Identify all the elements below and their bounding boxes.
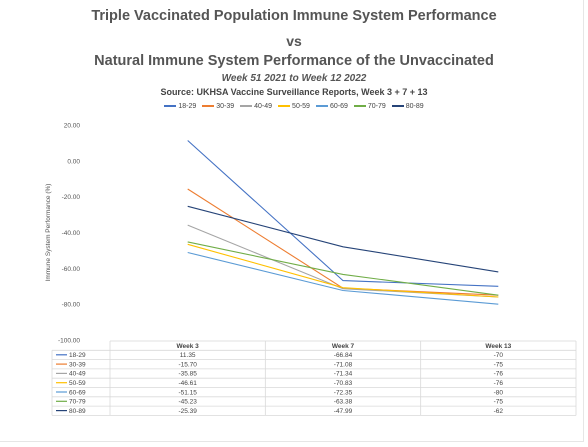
series-line-50-59 [187,243,499,298]
table-value: -46.61 [178,380,197,387]
y-tick-label: -100.00 [58,338,80,345]
x-category-label: Week 3 [177,343,200,350]
table-value: 11.35 [180,352,196,359]
legend-item-80-89: 80-89 [391,103,424,110]
table-value: -45.23 [178,399,197,406]
legend-item-40-49: 40-49 [240,103,272,110]
series-line-60-69 [187,251,499,305]
table-value: -75 [494,361,504,368]
chart-subtitle: Week 51 2021 to Week 12 2022 [221,73,367,84]
table-value: -71.08 [334,361,353,368]
table-series-label: 40-49 [69,371,86,378]
series-line-18-29 [187,140,499,287]
table-value: -62 [494,408,504,415]
chart-title-line3: Natural Immune System Performance of the… [94,53,494,69]
table-value: -25.39 [178,408,197,415]
chart-source: Source: UKHSA Vaccine Surveillance Repor… [160,87,428,97]
table-value: -51.15 [178,389,197,396]
x-category-label: Week 7 [332,343,355,350]
legend-label: 18-29 [178,103,197,110]
y-axis-title: Immune System Performance (%) [45,184,52,282]
table-value: -75 [494,399,504,406]
y-tick-label: -60.00 [62,266,81,273]
table-series-label: 30-39 [69,361,86,368]
legend-item-70-79: 70-79 [353,103,386,110]
legend-item-50-59: 50-59 [278,103,310,110]
legend-label: 80-89 [405,103,424,110]
table-series-label: 18-29 [69,352,86,359]
legend-swatch [278,105,291,108]
table-value: -15.70 [178,361,197,368]
table-series-label: 70-79 [69,399,86,406]
table-value: -35.85 [178,371,197,378]
y-tick-label: 0.00 [67,158,80,165]
y-tick-label: -80.00 [62,302,81,309]
legend-label: 30-39 [216,103,235,110]
y-tick-label: 20.00 [64,123,81,130]
legend-swatch [315,105,328,108]
table-series-label: 60-69 [69,389,86,396]
chart-legend: 18-29 30-39 40-49 50-59 60-69 70-79 80-89 [0,103,588,110]
table-value: -66.84 [334,352,353,359]
table-value: -70 [494,352,504,359]
table-value: -71.34 [334,371,353,378]
series-line-70-79 [187,241,499,296]
legend-swatch [391,105,404,108]
table-value: -76 [494,380,504,387]
chart-title-line1: Triple Vaccinated Population Immune Syst… [91,8,497,24]
legend-item-18-29: 18-29 [164,103,196,110]
chart-title-vs: vs [286,33,302,49]
table-value: -70.83 [334,380,353,387]
series-line-40-49 [187,224,499,298]
table-series-label: 50-59 [69,380,86,387]
table-value: -63.38 [334,399,353,406]
legend-swatch [164,105,177,108]
series-line-80-89 [187,205,499,273]
legend-label: 60-69 [329,103,348,110]
legend-swatch [202,105,215,108]
legend-swatch [240,105,253,108]
table-value: -80 [494,389,504,396]
table-value: -47.99 [334,408,353,415]
legend-label: 40-49 [254,103,273,110]
y-tick-label: -20.00 [62,194,81,201]
table-series-label: 80-89 [69,408,86,415]
x-category-label: Week 13 [485,343,511,350]
legend-item-60-69: 60-69 [315,103,348,110]
y-tick-label: -40.00 [62,230,81,237]
legend-swatch [353,105,366,108]
legend-label: 50-59 [292,103,310,110]
table-value: -76 [494,371,504,378]
table-value: -72.35 [334,389,353,396]
series-line-30-39 [187,188,499,296]
legend-label: 70-79 [367,103,386,110]
legend-item-30-39: 30-39 [202,103,234,110]
